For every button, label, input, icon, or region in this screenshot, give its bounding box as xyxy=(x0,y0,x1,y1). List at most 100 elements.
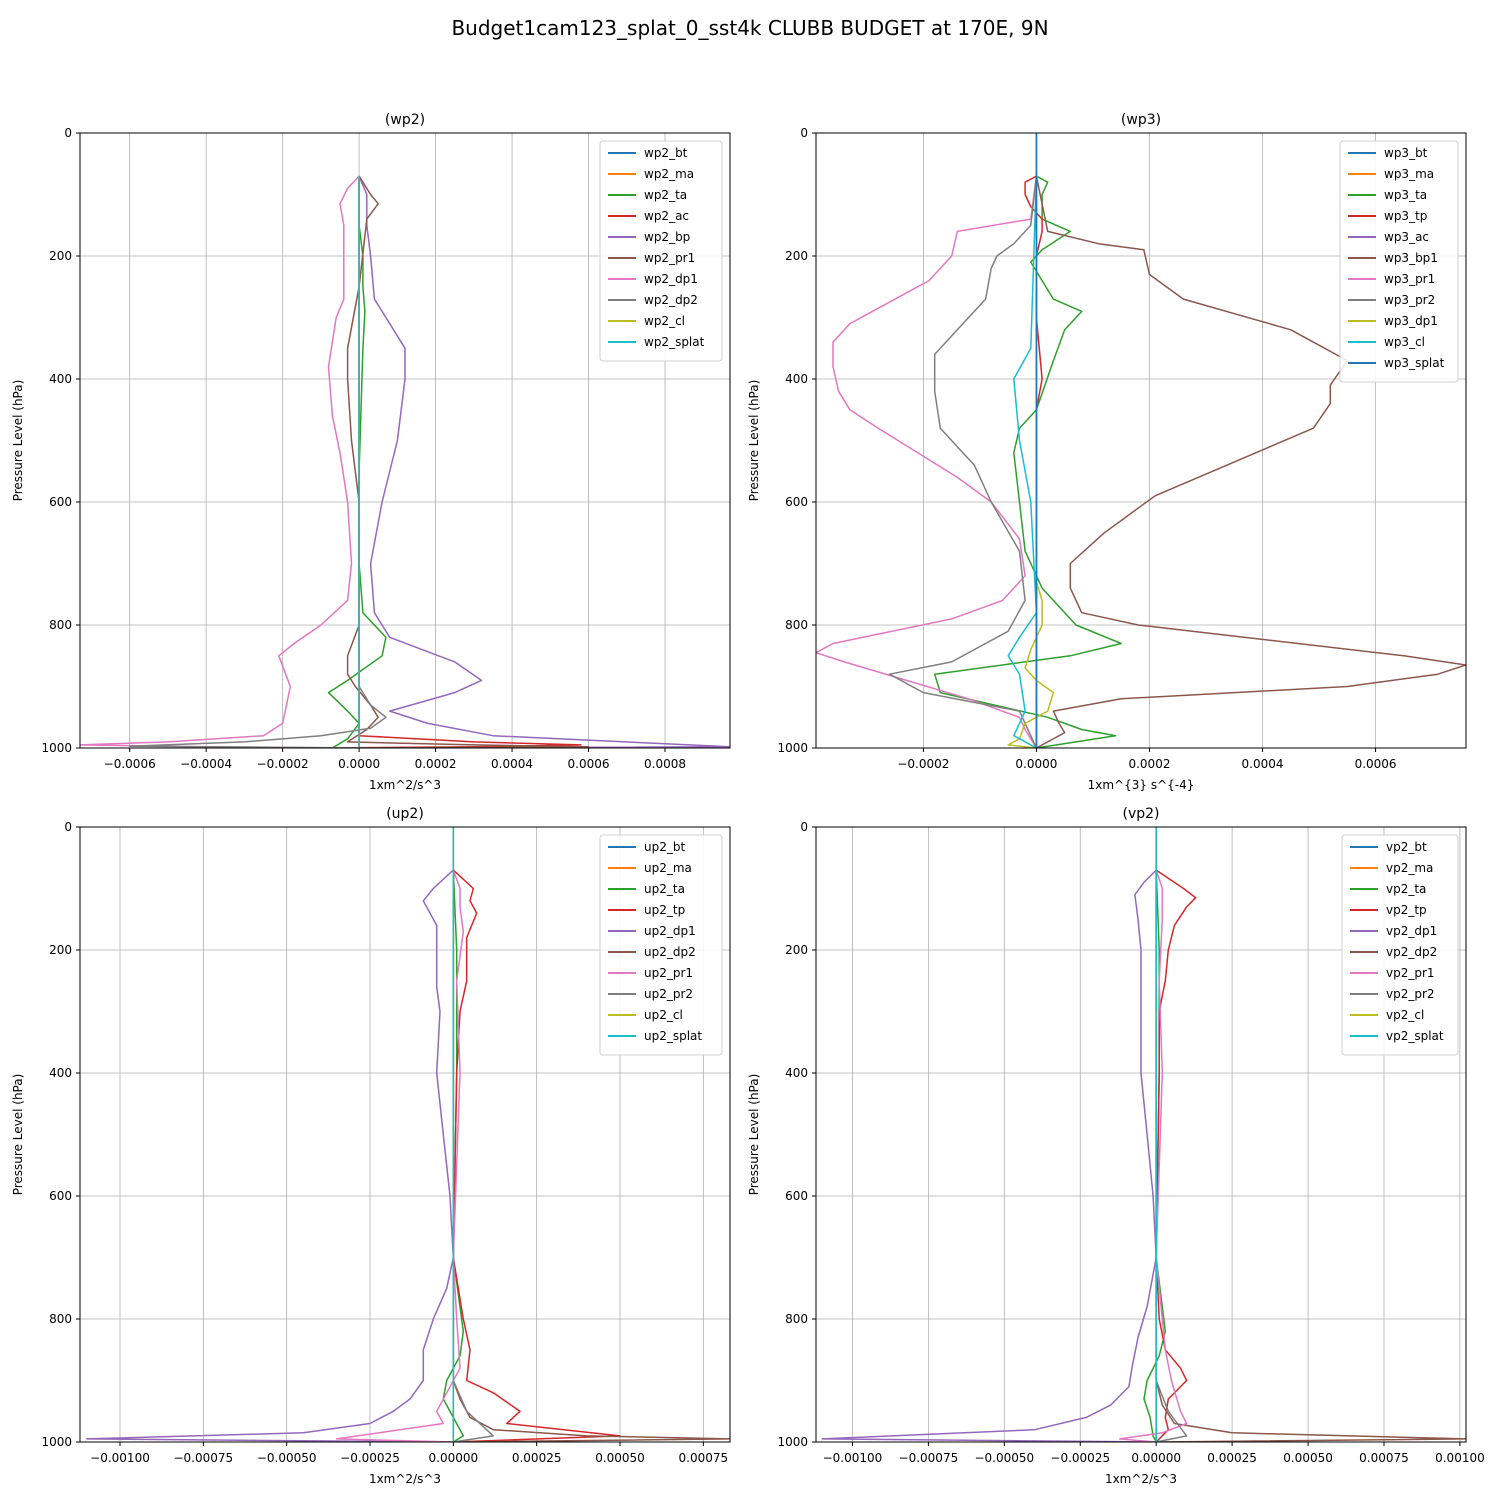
series-line-wp3_bp1 xyxy=(1035,175,1466,748)
legend-label: up2_splat xyxy=(644,1029,702,1043)
legend-label: vp2_dp2 xyxy=(1386,945,1437,959)
x-tick-label: 0.00000 xyxy=(1131,1451,1181,1465)
figure-title: Budget1cam123_splat_0_sst4k CLUBB BUDGET… xyxy=(451,16,1049,40)
series-group xyxy=(80,175,730,748)
panel-title: (vp2) xyxy=(1122,806,1159,822)
x-tick-label: −0.0004 xyxy=(180,757,232,771)
x-axis-label: 1xm^2/s^3 xyxy=(1105,1472,1177,1486)
legend-label: up2_cl xyxy=(644,1008,683,1022)
legend-label: wp2_dp1 xyxy=(644,272,698,286)
series-group xyxy=(821,827,1466,1442)
y-tick-label: 400 xyxy=(49,1066,72,1080)
x-tick-label: 0.00075 xyxy=(679,1451,729,1465)
x-tick-label: −0.00100 xyxy=(90,1451,150,1465)
x-tick-label: 0.0004 xyxy=(1242,757,1284,771)
legend-label: vp2_ta xyxy=(1386,882,1426,896)
legend-label: wp2_bp xyxy=(644,230,690,244)
series-line-up2_tp xyxy=(452,869,621,1442)
x-tick-label: 0.00075 xyxy=(1359,1451,1409,1465)
series-line-wp2_pr1 xyxy=(346,175,590,748)
y-tick-label: 0 xyxy=(64,126,72,140)
y-tick-label: 1000 xyxy=(41,741,72,755)
x-tick-label: −0.00050 xyxy=(257,1451,317,1465)
legend: wp3_bt wp3_ma wp3_ta wp3_tp wp3_ac wp3_bp1 wp3… xyxy=(1339,140,1459,383)
legend-label: wp2_splat xyxy=(644,335,705,349)
series-line-vp2_pr1 xyxy=(1118,869,1188,1442)
legend: up2_bt up2_ma up2_ta up2_tp up2_dp1 up2_dp2up… xyxy=(599,834,723,1056)
legend-label: wp3_pr2 xyxy=(1384,293,1435,307)
legend-label: wp3_tp xyxy=(1384,209,1427,223)
chart-panel-wp3: −0.0002 0.0000 0.0002 0.0004 0.0006 0 200 400 60… xyxy=(747,112,1467,792)
legend-label: wp3_dp1 xyxy=(1384,314,1438,328)
legend-label: wp3_ac xyxy=(1384,230,1429,244)
x-tick-label: 0.00025 xyxy=(1207,1451,1257,1465)
legend-label: wp2_cl xyxy=(644,314,685,328)
y-tick-label: 800 xyxy=(785,1312,808,1326)
legend-label: wp2_ac xyxy=(644,209,689,223)
series-line-vp2_tp xyxy=(1155,869,1197,1442)
x-tick-label: −0.00025 xyxy=(340,1451,400,1465)
legend-label: wp3_ma xyxy=(1384,167,1434,181)
series-group xyxy=(85,827,730,1442)
x-tick-label: −0.00050 xyxy=(974,1451,1034,1465)
x-tick-label: −0.00075 xyxy=(899,1451,959,1465)
panel-title: (up2) xyxy=(386,806,424,822)
x-tick-label: 0.0006 xyxy=(568,757,610,771)
legend-label: wp2_bt xyxy=(644,146,688,160)
legend-label: up2_tp xyxy=(644,903,685,917)
legend: wp2_bt wp2_ma wp2_ta wp2_ac wp2_bp wp2_pr1 wp2… xyxy=(599,140,723,362)
legend-label: vp2_bt xyxy=(1386,840,1427,854)
legend-label: up2_pr2 xyxy=(644,987,693,1001)
chart-panel-up2: −0.00100 −0.00075 −0.00050 −0.00025 0.00000 0… xyxy=(11,806,731,1486)
y-tick-label: 400 xyxy=(785,372,808,386)
chart-panel-wp2: −0.0006 −0.0004 −0.0002 0.0000 0.0002 0.0004 0… xyxy=(11,112,731,792)
x-axis-label: 1xm^2/s^3 xyxy=(369,778,441,792)
x-tick-label: 0.0008 xyxy=(644,757,686,771)
x-axis-label: 1xm^{3} s^{-4} xyxy=(1088,778,1195,792)
legend-label: wp3_pr1 xyxy=(1384,272,1435,286)
legend-label: vp2_tp xyxy=(1386,903,1427,917)
legend-label: up2_bt xyxy=(644,840,685,854)
legend-label: wp3_bt xyxy=(1384,146,1428,160)
legend-label: vp2_ma xyxy=(1386,861,1433,875)
x-tick-label: 0.0006 xyxy=(1355,757,1397,771)
legend-label: up2_pr1 xyxy=(644,966,693,980)
series-line-wp3_pr2 xyxy=(888,176,1038,748)
x-tick-label: 0.00050 xyxy=(1283,1451,1333,1465)
y-tick-label: 600 xyxy=(785,495,808,509)
legend-label: vp2_dp1 xyxy=(1386,924,1437,938)
series-line-wp3_cl xyxy=(1007,176,1038,748)
x-tick-label: 0.0004 xyxy=(491,757,533,771)
legend-label: up2_ma xyxy=(644,861,692,875)
x-tick-label: 0.00100 xyxy=(1435,1451,1485,1465)
y-tick-label: 1000 xyxy=(41,1435,72,1449)
series-line-wp3_ta xyxy=(933,175,1122,748)
panel-title: (wp3) xyxy=(1121,112,1161,128)
legend-label: wp3_cl xyxy=(1384,335,1425,349)
x-tick-label: 0.0000 xyxy=(338,757,380,771)
legend-label: up2_ta xyxy=(644,882,685,896)
series-line-wp2_dp1 xyxy=(80,175,360,748)
x-tick-label: 0.0000 xyxy=(1015,757,1057,771)
legend: vp2_bt vp2_ma vp2_ta vp2_tp vp2_dp1 vp2_dp2vp… xyxy=(1341,834,1459,1056)
x-tick-label: −0.00075 xyxy=(173,1451,233,1465)
x-tick-label: −0.00025 xyxy=(1050,1451,1110,1465)
series-line-up2_ta xyxy=(442,870,465,1442)
y-axis-label: Pressure Level (hPa) xyxy=(747,380,761,502)
legend-label: up2_dp1 xyxy=(644,924,696,938)
x-tick-label: 0.00000 xyxy=(429,1451,479,1465)
legend-label: vp2_pr1 xyxy=(1386,966,1435,980)
x-tick-label: 0.00050 xyxy=(595,1451,645,1465)
legend-label: wp2_ta xyxy=(644,188,687,202)
x-tick-label: 0.0002 xyxy=(415,757,457,771)
plot-frame xyxy=(815,826,1467,1443)
series-line-wp3_pr1 xyxy=(816,176,1038,748)
y-tick-label: 1000 xyxy=(777,741,808,755)
legend-label: wp3_ta xyxy=(1384,188,1427,202)
legend-label: wp2_pr1 xyxy=(644,251,695,265)
y-axis-label: Pressure Level (hPa) xyxy=(747,1074,761,1196)
y-tick-label: 800 xyxy=(785,618,808,632)
series-line-wp2_bp xyxy=(358,175,730,748)
y-tick-label: 1000 xyxy=(777,1435,808,1449)
legend-label: vp2_cl xyxy=(1386,1008,1424,1022)
